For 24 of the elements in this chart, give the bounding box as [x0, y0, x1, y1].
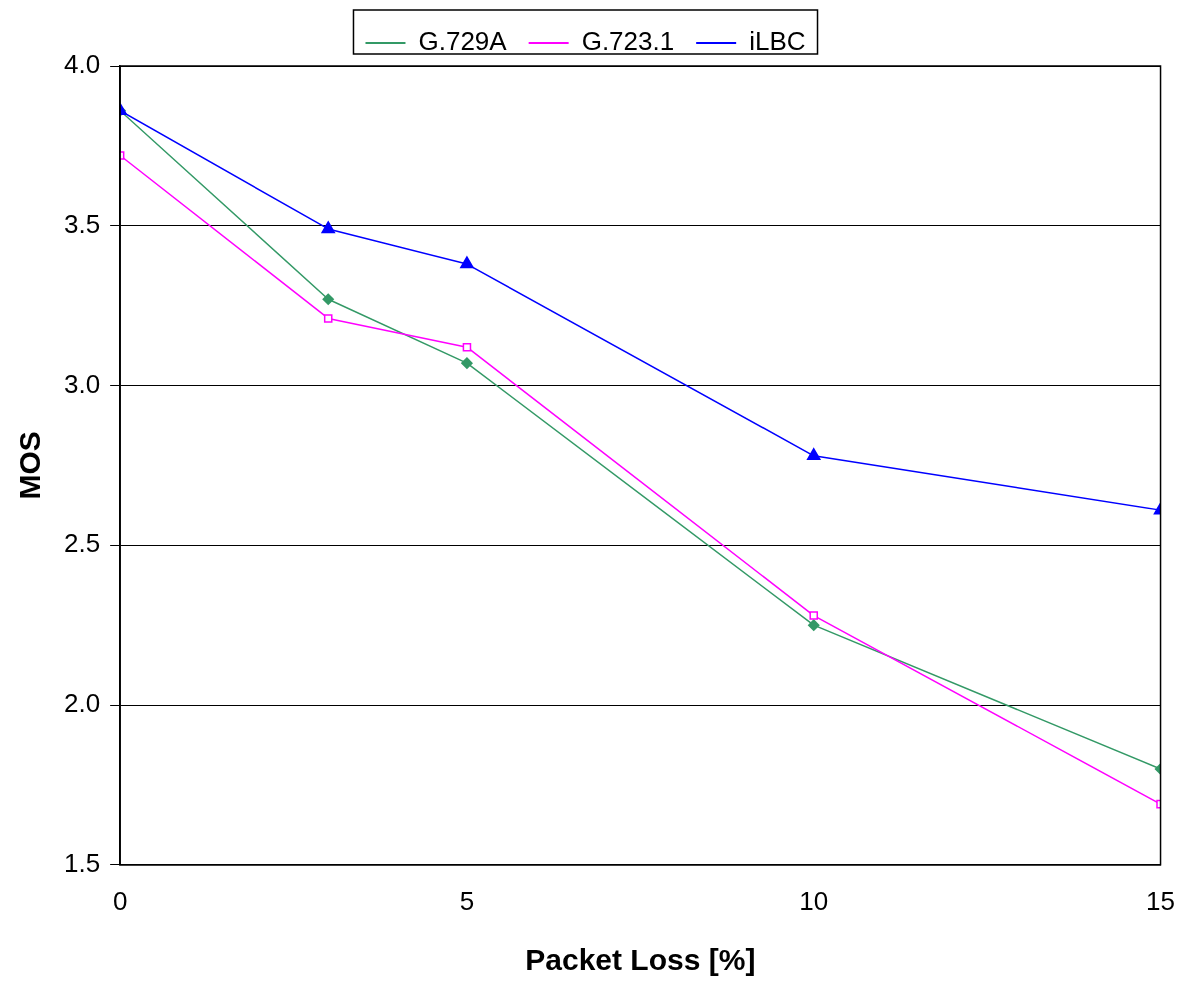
point: [806, 448, 821, 461]
x-tick-label: 10: [799, 885, 829, 916]
x-tick-label: 15: [1146, 885, 1175, 916]
y-tick-label: 4.0: [63, 49, 101, 80]
legend-label: iLBC: [749, 26, 806, 57]
point: [807, 619, 820, 631]
y-tick-label: 3.5: [63, 208, 101, 239]
point: [323, 314, 333, 323]
point: [461, 357, 473, 369]
y-tick-label: 2.5: [63, 528, 101, 559]
y-tick-label: 1.5: [63, 847, 101, 878]
point: [321, 221, 336, 234]
x-axis-title: Packet Loss [%]: [525, 943, 756, 977]
x-tick-label: 0: [112, 885, 128, 916]
y-tick-label: 3.0: [63, 368, 101, 399]
y-tick-label: 2.0: [63, 688, 101, 719]
point: [460, 256, 474, 269]
point: [462, 342, 472, 352]
y-axis-title: MOS: [13, 431, 47, 500]
legend-label: G.723.1: [581, 26, 675, 57]
x-tick-label: 5: [459, 885, 475, 916]
point: [809, 611, 819, 620]
point: [322, 293, 334, 305]
legend-label: G.729A: [418, 26, 508, 57]
